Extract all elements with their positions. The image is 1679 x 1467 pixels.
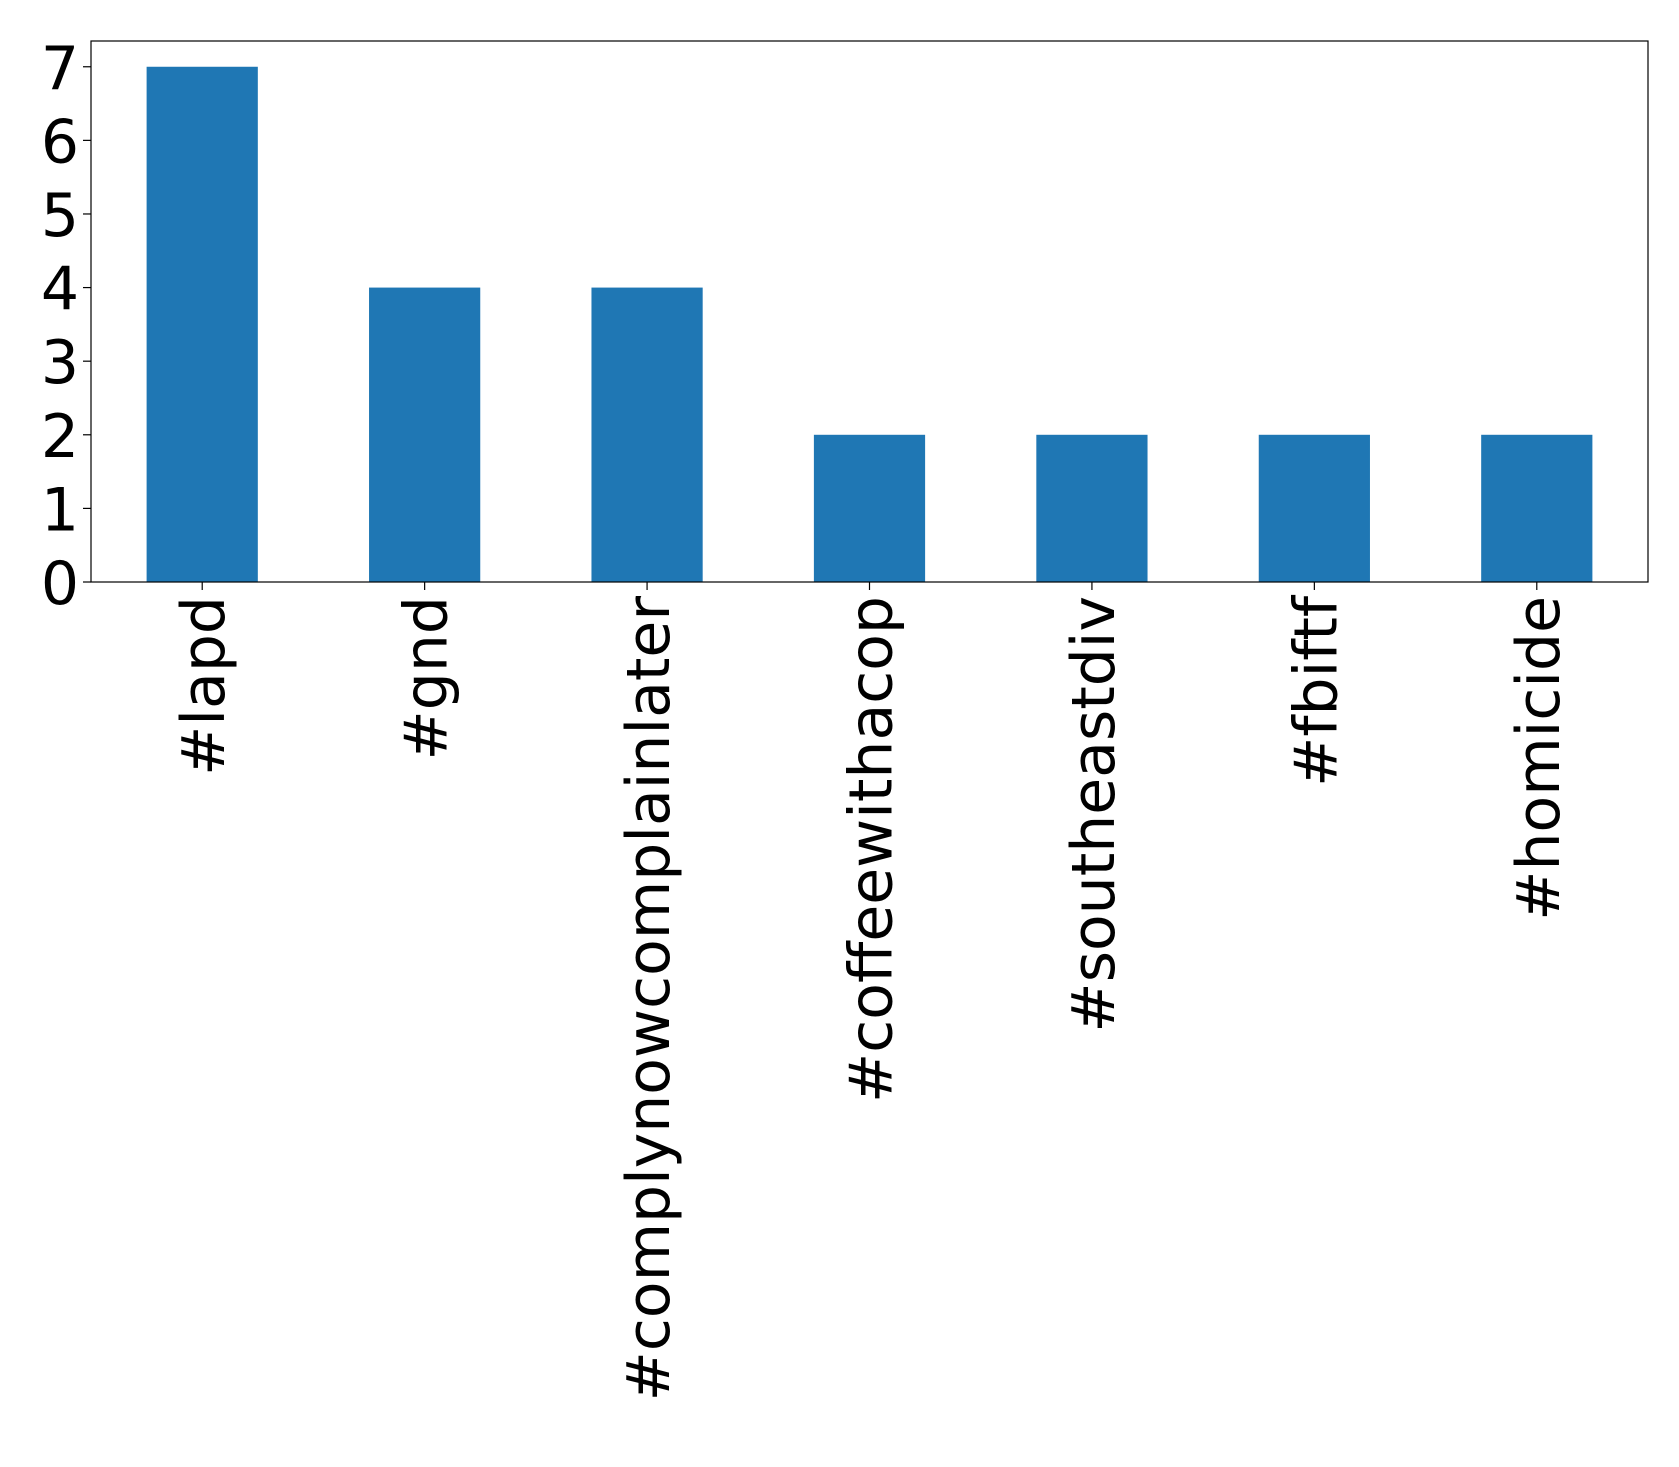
y-tick-label: 4 bbox=[41, 255, 79, 325]
y-tick-label: 2 bbox=[41, 402, 79, 472]
axes-frame bbox=[90, 40, 1649, 583]
y-tick-label: 3 bbox=[41, 328, 79, 398]
y-tick-label: 7 bbox=[41, 34, 79, 104]
bar bbox=[369, 287, 481, 582]
x-tick-label: #homicide bbox=[1504, 596, 1574, 921]
bar bbox=[1036, 434, 1148, 582]
y-tick-label: 0 bbox=[41, 549, 79, 619]
bar bbox=[591, 287, 703, 582]
x-tick-label: #complynowcomplainlater bbox=[614, 596, 684, 1402]
bar bbox=[146, 66, 258, 582]
x-tick-label: #gnd bbox=[392, 596, 462, 760]
y-tick-label: 5 bbox=[41, 181, 79, 251]
y-tick-label: 1 bbox=[41, 475, 79, 545]
x-tick-label: #coffeewithacop bbox=[837, 596, 907, 1103]
x-tick-label: #lapd bbox=[169, 596, 239, 776]
bar bbox=[1481, 434, 1593, 582]
x-tick-label: #fbiftf bbox=[1281, 594, 1351, 787]
x-tick-label: #southeastdiv bbox=[1059, 596, 1129, 1033]
bar bbox=[1258, 434, 1370, 582]
y-tick-label: 6 bbox=[41, 107, 79, 177]
bar bbox=[813, 434, 926, 582]
